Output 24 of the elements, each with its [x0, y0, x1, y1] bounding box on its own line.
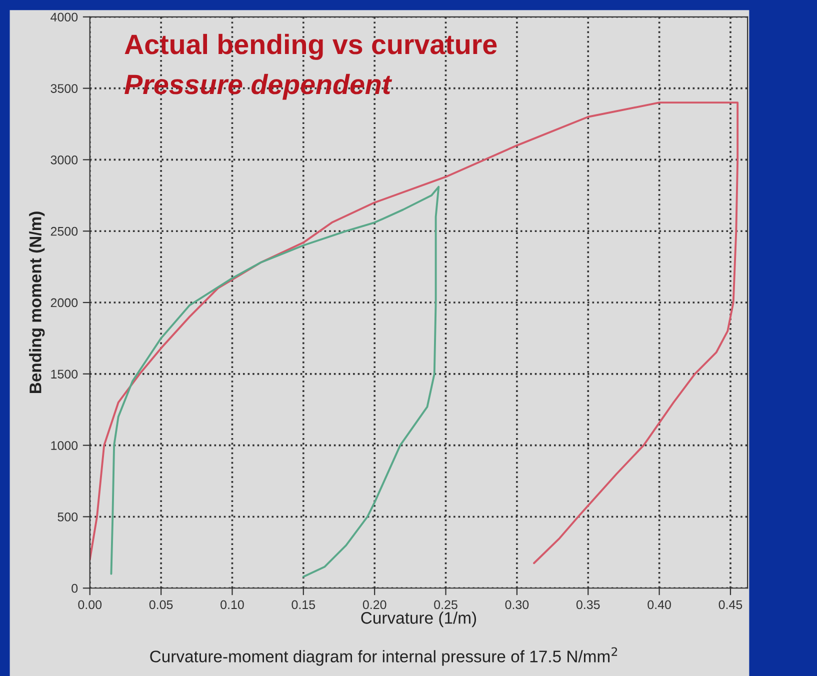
text: Curvature-moment diagram for internal pressure of 17.5 N/mm$^{2}$ — [150, 647, 618, 666]
text: Pressure dependent — [124, 74, 392, 100]
x-tick-label: 0.05 — [149, 600, 173, 610]
x-tick-label: 0.10 — [220, 600, 244, 610]
x-axis-title: Curvature (1/m) — [361, 612, 476, 628]
y-tick-label: 3000 — [50, 156, 78, 164]
y-tick-label: 2000 — [50, 298, 78, 308]
y-tick-label: 3500 — [50, 84, 78, 93]
x-tick-label: 0.45 — [718, 600, 742, 610]
y-tick-label: 1500 — [51, 370, 78, 379]
y-tick-label: 4000 — [50, 12, 78, 22]
x-tick-label: 0.00 — [78, 600, 102, 610]
x-tick-label: 0.15 — [292, 600, 316, 610]
x-tick-label: 0.25 — [434, 600, 458, 610]
y-tick-label: 2500 — [50, 226, 78, 236]
y-tick-label: 500 — [58, 512, 78, 522]
x-tick-label: 0.35 — [576, 600, 600, 610]
y-tick-label: 1000 — [51, 441, 78, 450]
x-tick-label: 0.20 — [362, 600, 386, 610]
y-axis-title: Bending moment (N/m) — [29, 212, 45, 394]
y-tick-label: 0 — [72, 584, 78, 593]
text: Actual bending vs curvature — [124, 34, 497, 60]
x-tick-label: 0.40 — [648, 600, 671, 610]
x-tick-label: 0.30 — [505, 600, 529, 610]
